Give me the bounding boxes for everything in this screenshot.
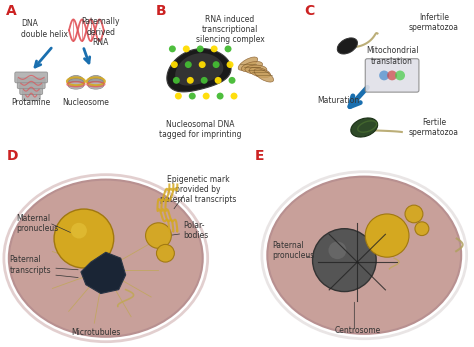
Polygon shape: [81, 252, 126, 294]
Circle shape: [365, 214, 409, 257]
Text: C: C: [305, 3, 315, 17]
Text: Centrosome: Centrosome: [334, 326, 381, 335]
Circle shape: [217, 93, 224, 100]
Text: Paternal
pronucleus: Paternal pronucleus: [272, 240, 314, 260]
Circle shape: [203, 93, 210, 100]
Text: Protamine: Protamine: [11, 98, 51, 107]
Circle shape: [405, 205, 423, 223]
Text: D: D: [6, 149, 18, 163]
Ellipse shape: [88, 78, 104, 88]
FancyBboxPatch shape: [20, 84, 43, 95]
Ellipse shape: [238, 57, 258, 70]
Circle shape: [187, 77, 194, 84]
Text: Polar-
bodies: Polar- bodies: [183, 221, 209, 240]
Text: E: E: [255, 149, 264, 163]
Circle shape: [189, 93, 196, 100]
Circle shape: [197, 45, 204, 52]
Circle shape: [173, 77, 180, 84]
Circle shape: [71, 223, 87, 238]
Circle shape: [201, 77, 208, 84]
Circle shape: [210, 45, 218, 52]
Text: Epigenetic mark
provided by
paternal transcripts: Epigenetic mark provided by paternal tra…: [160, 175, 237, 204]
Text: Nucleosome: Nucleosome: [63, 98, 109, 107]
Ellipse shape: [88, 81, 104, 89]
Text: Paternal
transcripts: Paternal transcripts: [9, 255, 51, 275]
Circle shape: [156, 244, 174, 262]
Circle shape: [230, 93, 237, 100]
FancyBboxPatch shape: [22, 90, 40, 101]
Text: Infertile
spermatozoa: Infertile spermatozoa: [409, 12, 459, 32]
Circle shape: [215, 77, 221, 84]
Ellipse shape: [88, 75, 104, 87]
Ellipse shape: [249, 67, 271, 78]
Text: Nucleosomal DNA
tagged for imprinting: Nucleosomal DNA tagged for imprinting: [159, 120, 241, 139]
Ellipse shape: [351, 118, 378, 137]
Ellipse shape: [245, 65, 267, 74]
Circle shape: [379, 70, 389, 81]
Circle shape: [213, 61, 219, 68]
FancyBboxPatch shape: [17, 78, 45, 89]
Ellipse shape: [241, 61, 263, 72]
Text: Mitochondrial
translation: Mitochondrial translation: [366, 46, 419, 66]
Ellipse shape: [267, 177, 461, 334]
Circle shape: [228, 77, 236, 84]
Circle shape: [387, 70, 397, 81]
Circle shape: [227, 61, 234, 68]
FancyBboxPatch shape: [365, 59, 419, 92]
Circle shape: [183, 45, 190, 52]
Circle shape: [175, 93, 182, 100]
Ellipse shape: [68, 81, 84, 89]
Text: Maternal
pronucleus: Maternal pronucleus: [16, 214, 59, 234]
Circle shape: [185, 61, 192, 68]
Circle shape: [54, 209, 114, 268]
Circle shape: [328, 242, 346, 259]
Text: Fertile
spermatozoa: Fertile spermatozoa: [409, 118, 459, 137]
Circle shape: [146, 223, 172, 248]
Circle shape: [415, 222, 429, 236]
Text: Microtubules: Microtubules: [71, 328, 120, 337]
Ellipse shape: [68, 78, 84, 88]
Ellipse shape: [9, 179, 203, 337]
Polygon shape: [167, 49, 231, 92]
Text: Paternally
derived
RNA: Paternally derived RNA: [82, 17, 120, 47]
Ellipse shape: [68, 75, 84, 87]
Circle shape: [312, 229, 376, 291]
Ellipse shape: [337, 38, 357, 54]
Ellipse shape: [254, 69, 273, 82]
Text: RNA induced
transcriptional
silencing complex: RNA induced transcriptional silencing co…: [196, 15, 264, 44]
Circle shape: [199, 61, 206, 68]
Circle shape: [169, 45, 176, 52]
Circle shape: [395, 70, 405, 81]
Text: B: B: [155, 3, 166, 17]
Circle shape: [171, 61, 178, 68]
Polygon shape: [175, 53, 223, 86]
Text: DNA
double helix: DNA double helix: [21, 19, 68, 39]
Text: Maturation: Maturation: [318, 96, 360, 105]
FancyBboxPatch shape: [15, 72, 47, 83]
Circle shape: [225, 45, 231, 52]
Text: A: A: [6, 3, 17, 17]
